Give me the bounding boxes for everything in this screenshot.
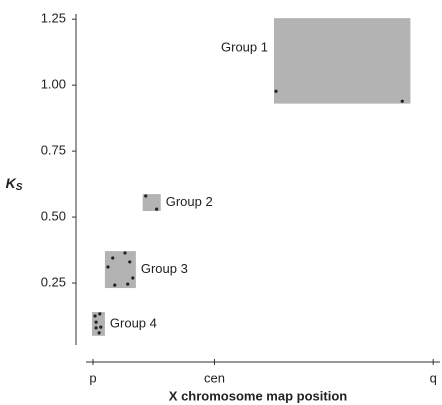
data-point [93,314,97,318]
data-point [131,276,135,280]
x-tick-label: q [430,370,437,385]
y-tick-label: 0.25 [41,274,66,289]
data-point [99,325,103,329]
data-point [144,194,148,198]
x-tick-label: cen [204,370,225,385]
group-label: Group 3 [141,261,188,276]
data-point [97,331,101,335]
data-point [123,251,127,255]
data-point [274,89,278,93]
data-point [94,320,98,324]
data-point [155,207,159,211]
y-axis-label-sub: S [16,182,23,193]
group-box [273,18,411,104]
data-point [111,256,115,260]
data-point [94,326,98,330]
group-label: Group 2 [166,194,213,209]
group-box [104,251,136,289]
data-point [106,265,110,269]
data-point [113,283,117,287]
y-tick-label: 1.00 [41,77,66,92]
x-axis-label: X chromosome map position [169,388,347,403]
group-label: Group 4 [110,315,157,330]
y-tick-label: 0.75 [41,143,66,158]
y-tick-label: 1.25 [41,11,66,26]
group-box [142,194,161,212]
y-axis-label-main: K [6,175,17,191]
data-point [126,282,130,286]
y-tick-label: 0.50 [41,209,66,224]
data-point [98,312,102,316]
y-axis-label: KS [6,175,23,193]
x-tick-label: p [89,370,96,385]
group-label: Group 1 [221,39,268,54]
group-box [91,312,105,336]
data-point [128,260,132,264]
data-point [400,99,404,103]
